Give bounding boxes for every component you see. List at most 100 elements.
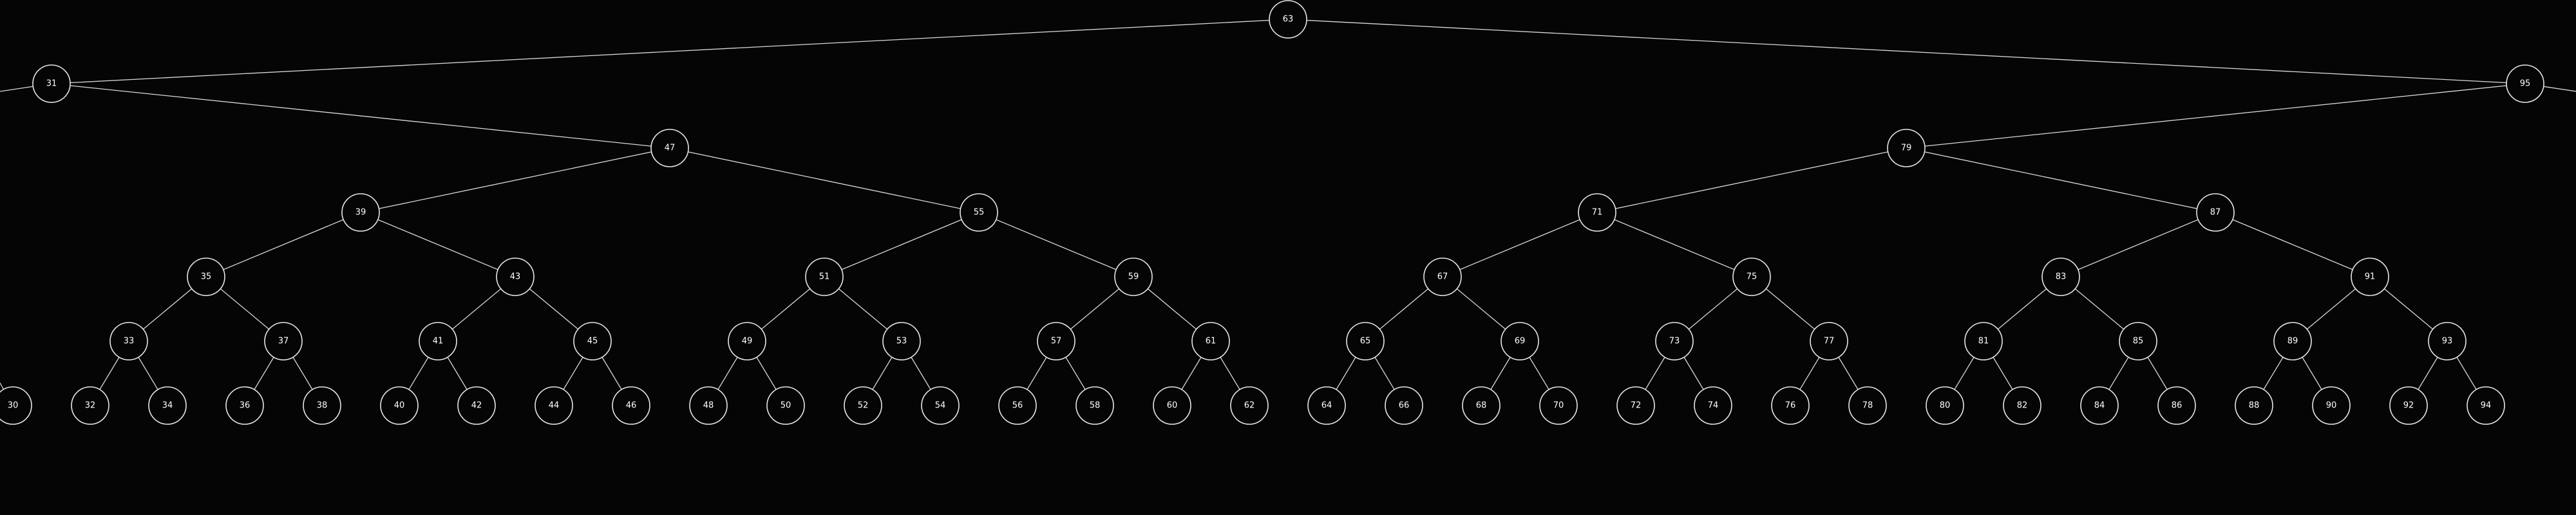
tree-node-79: 79 xyxy=(1887,129,1926,167)
tree-node-60: 60 xyxy=(1153,386,1191,425)
node-circle xyxy=(1423,258,1462,296)
tree-node-74: 74 xyxy=(1694,386,1732,425)
node-circle xyxy=(2041,258,2080,296)
node-circle xyxy=(1501,322,1539,360)
node-circle xyxy=(650,129,689,167)
tree-node-72: 72 xyxy=(1616,386,1655,425)
edge-71-67 xyxy=(1442,212,1598,277)
tree-node-30: 30 xyxy=(0,386,32,425)
node-label: 81 xyxy=(1978,337,1989,346)
tree-node-59: 59 xyxy=(1114,258,1153,296)
node-label: 59 xyxy=(1128,272,1139,282)
node-circle xyxy=(2119,322,2157,360)
node-circle xyxy=(921,386,960,425)
tree-node-70: 70 xyxy=(1539,386,1578,425)
tree-node-38: 38 xyxy=(303,386,341,425)
node-label: 45 xyxy=(587,337,598,346)
edge-39-43 xyxy=(360,212,516,277)
tree-node-53: 53 xyxy=(882,322,921,360)
node-label: 43 xyxy=(510,272,521,282)
node-circle xyxy=(341,193,380,232)
tree-node-61: 61 xyxy=(1191,322,1230,360)
node-label: 80 xyxy=(1940,401,1951,411)
node-circle xyxy=(71,386,109,425)
tree-node-63: 63 xyxy=(1269,0,1307,39)
tree-node-89: 89 xyxy=(2273,322,2312,360)
node-label: 79 xyxy=(1901,144,1912,153)
node-label: 58 xyxy=(1090,401,1101,411)
node-circle xyxy=(805,258,844,296)
node-circle xyxy=(1269,0,1307,39)
tree-node-52: 52 xyxy=(844,386,882,425)
tree-node-46: 46 xyxy=(612,386,650,425)
node-circle xyxy=(109,322,148,360)
node-label: 31 xyxy=(46,79,57,89)
tree-node-57: 57 xyxy=(1037,322,1075,360)
node-label: 69 xyxy=(1515,337,1526,346)
tree-node-51: 51 xyxy=(805,258,844,296)
node-label: 41 xyxy=(433,337,444,346)
tree-node-43: 43 xyxy=(496,258,535,296)
tree-node-44: 44 xyxy=(535,386,573,425)
node-circle xyxy=(1114,258,1153,296)
node-circle xyxy=(2273,322,2312,360)
tree-node-87: 87 xyxy=(2196,193,2235,232)
tree-node-47: 47 xyxy=(650,129,689,167)
node-circle xyxy=(1539,386,1578,425)
node-circle xyxy=(2235,386,2273,425)
tree-node-54: 54 xyxy=(921,386,960,425)
tree-node-34: 34 xyxy=(148,386,187,425)
node-circle xyxy=(148,386,187,425)
node-label: 53 xyxy=(896,337,907,346)
node-circle xyxy=(1037,322,1075,360)
tree-node-86: 86 xyxy=(2157,386,2196,425)
node-circle xyxy=(380,386,419,425)
tree-node-73: 73 xyxy=(1655,322,1694,360)
node-circle xyxy=(2389,386,2428,425)
node-label: 54 xyxy=(935,401,946,411)
tree-nodes: 63 31 95 47 79 39 55 71 87 35 43 51 59 67 75 83 91 33 37 41… xyxy=(0,0,2544,425)
tree-node-58: 58 xyxy=(1075,386,1114,425)
tree-node-90: 90 xyxy=(2312,386,2351,425)
node-label: 93 xyxy=(2442,337,2453,346)
node-label: 38 xyxy=(317,401,328,411)
tree-node-32: 32 xyxy=(71,386,109,425)
node-circle xyxy=(187,258,225,296)
node-circle xyxy=(1616,386,1655,425)
tree-node-49: 49 xyxy=(728,322,766,360)
tree-node-75: 75 xyxy=(1732,258,1771,296)
node-label: 36 xyxy=(240,401,251,411)
edge-39-35 xyxy=(205,212,361,277)
node-label: 86 xyxy=(2172,401,2183,411)
edge-55-51 xyxy=(824,212,980,277)
node-label: 50 xyxy=(781,401,791,411)
node-label: 35 xyxy=(201,272,212,282)
node-circle xyxy=(998,386,1037,425)
node-label: 60 xyxy=(1167,401,1178,411)
node-label: 83 xyxy=(2056,272,2067,282)
node-circle xyxy=(419,322,457,360)
tree-node-84: 84 xyxy=(2080,386,2119,425)
node-label: 52 xyxy=(858,401,869,411)
node-label: 78 xyxy=(1862,401,1873,411)
node-circle xyxy=(1964,322,2003,360)
node-label: 92 xyxy=(2403,401,2414,411)
tree-node-94: 94 xyxy=(2467,386,2505,425)
tree-node-76: 76 xyxy=(1771,386,1810,425)
node-circle xyxy=(1385,386,1423,425)
node-circle xyxy=(2351,258,2389,296)
tree-node-77: 77 xyxy=(1810,322,1848,360)
node-label: 44 xyxy=(549,401,560,411)
tree-node-55: 55 xyxy=(960,193,998,232)
tree-node-56: 56 xyxy=(998,386,1037,425)
tree-node-81: 81 xyxy=(1964,322,2003,360)
node-label: 88 xyxy=(2249,401,2260,411)
node-circle xyxy=(728,322,766,360)
node-circle xyxy=(1075,386,1114,425)
tree-node-95: 95 xyxy=(2506,64,2544,103)
tree-node-39: 39 xyxy=(341,193,380,232)
tree-node-83: 83 xyxy=(2041,258,2080,296)
node-circle xyxy=(535,386,573,425)
tree-node-37: 37 xyxy=(264,322,303,360)
node-circle xyxy=(2312,386,2351,425)
